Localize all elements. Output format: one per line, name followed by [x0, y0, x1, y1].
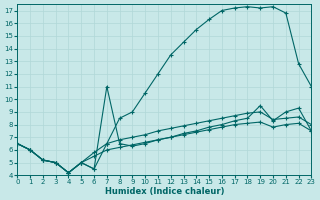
X-axis label: Humidex (Indice chaleur): Humidex (Indice chaleur): [105, 187, 224, 196]
